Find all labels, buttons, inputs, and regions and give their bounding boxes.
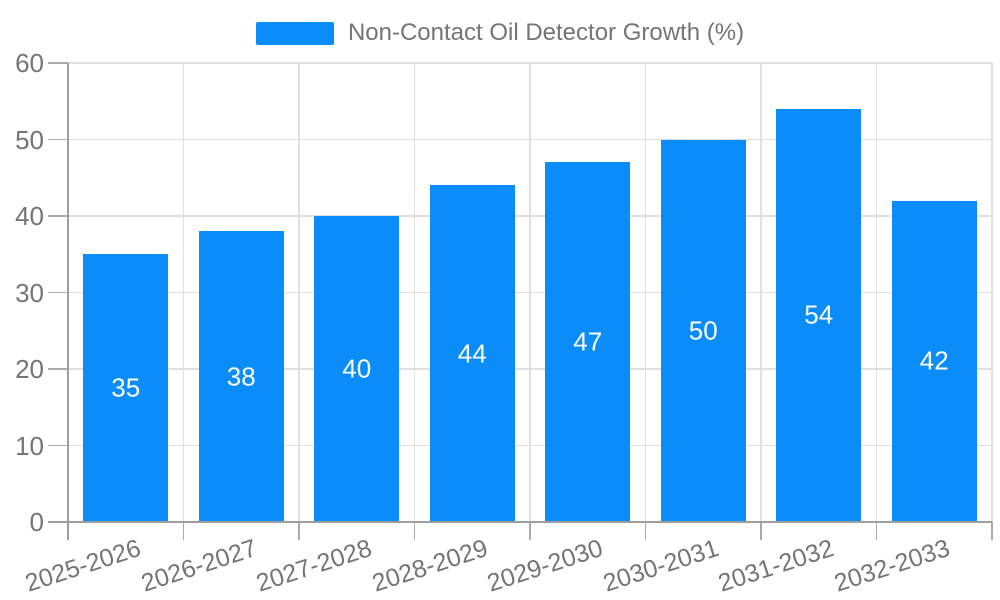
chart-legend[interactable]: Non-Contact Oil Detector Growth (%): [0, 18, 1000, 48]
bar-2030-2031[interactable]: 50: [660, 139, 746, 522]
bar-value-label-2025-2026: 35: [111, 372, 141, 403]
v-gridline-1: [182, 63, 185, 522]
bar-value-label-2027-2028: 40: [342, 353, 372, 384]
x-tick-label-2025-2026: 2025-2026: [22, 534, 145, 598]
x-tick-label-2029-2030: 2029-2030: [484, 534, 607, 598]
y-tick-mark-50: [48, 138, 68, 141]
y-tick-label-50: 50: [15, 124, 44, 155]
bar-2028-2029[interactable]: 44: [429, 185, 515, 522]
y-tick-label-30: 30: [15, 277, 44, 308]
y-tick-label-20: 20: [15, 354, 44, 384]
bar-value-label-2031-2032: 54: [804, 299, 834, 330]
x-tick-label-2027-2028: 2027-2028: [253, 534, 376, 598]
v-gridline-7: [875, 63, 878, 522]
y-tick-mark-10: [48, 444, 68, 447]
y-tick-label-0: 0: [29, 507, 44, 537]
y-tick-label-40: 40: [15, 201, 44, 231]
v-gridline-4: [529, 63, 531, 522]
bar-2026-2027[interactable]: 38: [198, 231, 284, 522]
x-tick-mark-4: [529, 522, 531, 540]
x-tick-label-2032-2033: 2032-2033: [830, 534, 953, 598]
x-tick-label-2030-2031: 2030-2031: [599, 534, 722, 598]
bar-value-label-2030-2031: 50: [688, 315, 718, 346]
y-tick-mark-20: [48, 368, 68, 370]
y-tick-mark-30: [48, 291, 68, 294]
y-tick-label-60: 60: [15, 48, 44, 78]
x-tick-mark-3: [413, 522, 416, 540]
bar-2025-2026[interactable]: 35: [83, 254, 169, 522]
x-tick-mark-7: [875, 522, 878, 540]
x-tick-mark-6: [760, 522, 762, 540]
v-gridline-3: [413, 63, 416, 522]
bar-2032-2033[interactable]: 42: [891, 200, 977, 522]
v-gridline-8: [991, 63, 993, 522]
x-tick-label-2026-2027: 2026-2027: [137, 534, 260, 598]
x-tick-label-2028-2029: 2028-2029: [368, 534, 491, 598]
x-tick-mark-1: [182, 522, 185, 540]
legend-label: Non-Contact Oil Detector Growth (%): [347, 19, 745, 46]
legend-swatch-icon: [255, 21, 334, 45]
bar-2029-2030[interactable]: 47: [545, 162, 631, 522]
v-gridline-5: [644, 63, 647, 522]
bar-value-label-2029-2030: 47: [573, 326, 603, 357]
x-tick-mark-2: [298, 522, 300, 540]
v-gridline-2: [298, 63, 300, 522]
y-tick-mark-40: [48, 215, 68, 217]
x-axis-line: [48, 521, 992, 523]
y-tick-mark-60: [48, 62, 68, 64]
x-tick-mark-5: [644, 522, 647, 540]
v-gridline-6: [760, 63, 762, 522]
bar-value-label-2032-2033: 42: [919, 345, 949, 376]
bar-value-label-2028-2029: 44: [457, 338, 487, 369]
bar-2027-2028[interactable]: 40: [314, 216, 400, 522]
x-tick-label-2031-2032: 2031-2032: [715, 534, 838, 598]
x-tick-mark-8: [991, 522, 993, 540]
bar-2031-2032[interactable]: 54: [776, 108, 862, 522]
y-tick-label-10: 10: [15, 430, 44, 461]
bar-value-label-2026-2027: 38: [226, 361, 256, 392]
y-axis-line: [67, 63, 69, 540]
